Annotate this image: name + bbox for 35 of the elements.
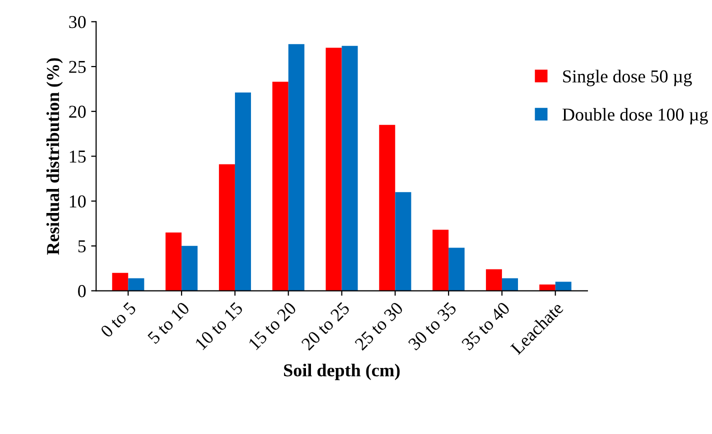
bar	[128, 278, 144, 291]
x-tick-label: 5 to 10	[147, 301, 190, 344]
y-tick-label: 15	[70, 150, 86, 163]
y-tick-label: 0	[78, 285, 86, 298]
bar	[234, 92, 251, 291]
y-tick-label: 30	[69, 16, 86, 28]
y-tick-label: 25	[69, 60, 86, 73]
legend-label: Single dose 50 µg	[563, 70, 692, 86]
y-tick-label: 20	[69, 106, 86, 118]
bar	[342, 46, 358, 291]
x-tick-label: 10 to 15	[194, 301, 244, 350]
bar	[326, 48, 342, 291]
x-tick-label: 30 to 35	[408, 301, 458, 351]
bar	[288, 44, 304, 291]
x-tick-label: 20 to 25	[300, 301, 350, 351]
bar	[395, 192, 412, 291]
bar	[218, 164, 235, 291]
bar	[379, 124, 396, 291]
bar	[502, 278, 518, 291]
x-tick-label: 15 to 20	[248, 301, 297, 350]
x-tick-label: 25 to 30	[354, 301, 404, 351]
x-tick-label: 0 to 5	[100, 301, 137, 338]
bar	[112, 272, 128, 291]
bar	[486, 269, 502, 291]
bar	[448, 248, 465, 291]
y-tick-label: 10	[70, 195, 86, 208]
y-tick-label: 5	[78, 240, 86, 252]
y-axis-title: Residual distribution (%)	[46, 58, 63, 255]
bar	[272, 82, 288, 291]
legend-label: Double dose 100 µg	[562, 108, 708, 124]
bar	[166, 232, 182, 291]
bar	[432, 230, 449, 291]
x-axis-title: Soil depth (cm)	[284, 364, 400, 380]
x-tick-label: 35 to 40	[461, 301, 510, 351]
bar	[182, 246, 198, 291]
